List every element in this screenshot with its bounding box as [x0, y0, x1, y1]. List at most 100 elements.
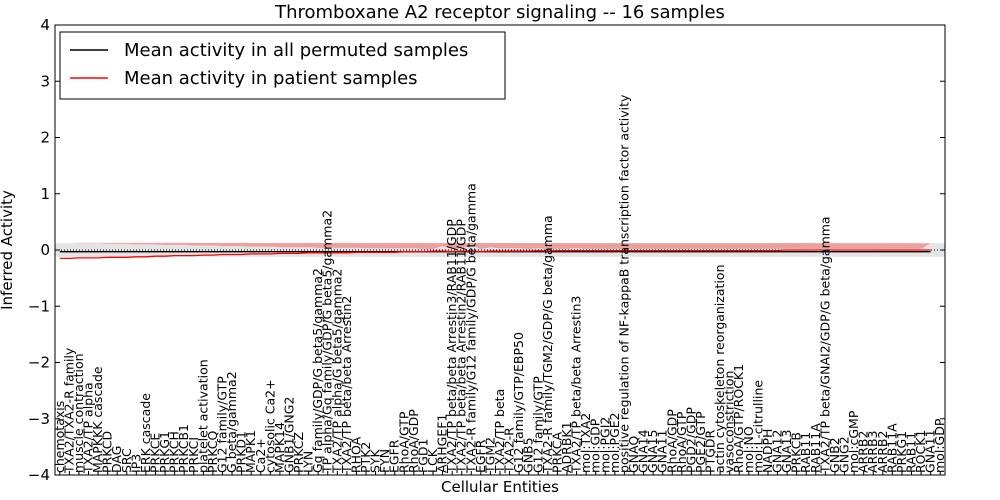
entity-label: PRKCB1	[176, 424, 191, 473]
entity-label: TXA2/TP alpha	[81, 382, 96, 474]
entity-label: RhoA/GTP	[396, 411, 411, 473]
entity-label: TXA2/TP beta/beta Arrestin2	[339, 296, 354, 474]
entity-label: PRKCZ	[291, 432, 306, 473]
entity-label: GNA14	[636, 429, 651, 473]
entity-label: PGE2/GTP	[693, 411, 708, 473]
y-axis: 4 3 2 1 0 −1 −2 −3 −4	[28, 16, 945, 484]
entity-label: MAPK14	[272, 422, 287, 473]
entity-label: mol:PGI2	[597, 417, 612, 473]
entity-label: RHOA	[349, 436, 364, 473]
entity-label: SYK	[368, 448, 383, 473]
entity-label: TP alpha/Gq family/GDP/G beta5/gamma2	[320, 210, 335, 474]
entity-label: TXA2/TP alpha/G beta5/gamma2	[329, 268, 344, 474]
entity-label: RAB11A	[808, 423, 823, 473]
entity-label: ARRB3	[865, 431, 880, 473]
entity-label: TXA2/TP beta/beta Arrestin3	[569, 296, 584, 474]
entity-label: platelet activation	[195, 359, 210, 473]
entity-label: actin cytoskeleton reorganization	[712, 264, 727, 473]
entity-label: PRKCQ	[205, 431, 220, 473]
entity-label: FGD1	[415, 438, 430, 472]
legend-box	[59, 31, 506, 100]
entity-label: PRKG1	[894, 431, 909, 473]
entity-label: GNA11	[655, 430, 670, 474]
entity-label: TXA2/TP beta/GNAI2/GDP/G beta/gamma	[817, 216, 832, 474]
entity-label: ARRB2	[875, 431, 890, 473]
entity-label: GNB1/GNG2	[282, 397, 297, 473]
x-axis-title: Cellular Entities	[441, 478, 559, 496]
entity-label: Gq family/GDP/G beta5/gamma2	[310, 268, 325, 473]
entity-label: RAB11	[798, 432, 813, 473]
entity-label: FYN	[377, 449, 392, 473]
series-lines	[59, 249, 931, 260]
entity-label: GNG2	[837, 436, 852, 473]
entity-label: NADPH	[760, 429, 775, 473]
entity-label: RAB11A	[884, 423, 899, 473]
entity-label: G12 family/GTP	[215, 376, 230, 473]
y-tick-label: 2	[40, 129, 50, 147]
entity-label: mol:L-citrulline	[750, 380, 765, 473]
entity-label: mol:PGE2	[607, 412, 622, 473]
entity-label: SRC	[119, 448, 134, 473]
entity-label: PGD2/GDP	[683, 407, 698, 473]
entity-label: GNA13	[779, 430, 794, 474]
entity-label: EGFR	[473, 439, 488, 473]
legend: Mean activity in all permuted samples Me…	[59, 31, 506, 100]
entity-label: PRKCB	[789, 432, 804, 473]
entity-label: G12 family/GTP	[530, 376, 545, 473]
entity-label: positive regulation of NF-kappaB transcr…	[616, 94, 631, 473]
patient-band	[59, 242, 931, 249]
entity-label: G12 family/GTP/EBP50	[511, 332, 526, 473]
entity-label: RhoA/GDP	[664, 409, 679, 473]
y-tick-label: −1	[28, 297, 50, 315]
entity-label: PRKCE	[148, 433, 163, 473]
entity-label: ERK cascade	[138, 393, 153, 473]
entity-label: PRKCH	[167, 431, 182, 473]
entity-label: G beta/gamma2	[224, 371, 239, 473]
legend-label-patient: Mean activity in patient samples	[124, 68, 418, 89]
y-axis-title: Inferred Activity	[0, 190, 16, 310]
entity-label: cytosolic Ca2+	[262, 379, 277, 473]
entity-label: mol:cGMP	[846, 410, 861, 473]
entity-label: RAB11	[904, 432, 919, 473]
entity-label: ADRBK1	[559, 421, 574, 473]
entity-label: ARRB2	[856, 431, 871, 473]
y-tick-label: −3	[28, 410, 50, 428]
entity-label: PRKCD	[100, 431, 115, 473]
entity-label: TXA2/TXA2-R family	[61, 347, 76, 474]
entity-label: MAPKKK cascade	[90, 366, 105, 473]
y-tick-label: 4	[40, 16, 50, 34]
entity-label: GNAQ	[626, 436, 641, 473]
entity-label: PRKCI	[186, 437, 201, 473]
y-tick-label: −2	[28, 354, 50, 372]
entity-label: TXA2-R	[502, 427, 517, 474]
entity-label: RhoA/GTP	[674, 411, 689, 473]
entity-label: MAPK1	[243, 430, 258, 473]
entity-label: PRKCA	[549, 432, 564, 473]
legend-label-permuted: Mean activity in all permuted samples	[124, 40, 468, 61]
entity-label: Ca2+	[253, 438, 268, 473]
entity-label: GNB2	[827, 437, 842, 473]
entity-label: mol:GDP	[588, 418, 603, 473]
entity-label: RhoA/GDP	[406, 409, 421, 473]
entity-label: GNB5	[521, 437, 536, 473]
entity-label: TGM2	[482, 437, 497, 474]
entity-label: DAG	[109, 446, 124, 473]
y-tick-label: 1	[40, 185, 50, 203]
y-tick-label: −4	[28, 466, 50, 484]
entity-label: muscle contraction	[71, 353, 86, 473]
entity-label: ARHGEF1	[435, 414, 450, 473]
entity-label: LYN	[301, 451, 316, 473]
chart-title: Thromboxane A2 receptor signaling -- 16 …	[274, 2, 725, 23]
entity-label: EGFR	[387, 439, 402, 473]
y-tick-label: 0	[40, 241, 50, 259]
entity-label: mol:GDP	[932, 418, 947, 473]
entity-label: RhoA/GTP/ROCK1	[731, 364, 746, 473]
entity-label: mol:NO	[741, 426, 756, 473]
entity-label: vasoconstriction	[722, 371, 737, 474]
entity-label: GNA11	[923, 429, 938, 473]
entity-label: IP3	[128, 454, 143, 473]
entity-label: GNA15	[645, 429, 660, 473]
entity-label: TXA2/TP beta/beta Arrestin3/RAB11/GDP	[444, 219, 459, 474]
